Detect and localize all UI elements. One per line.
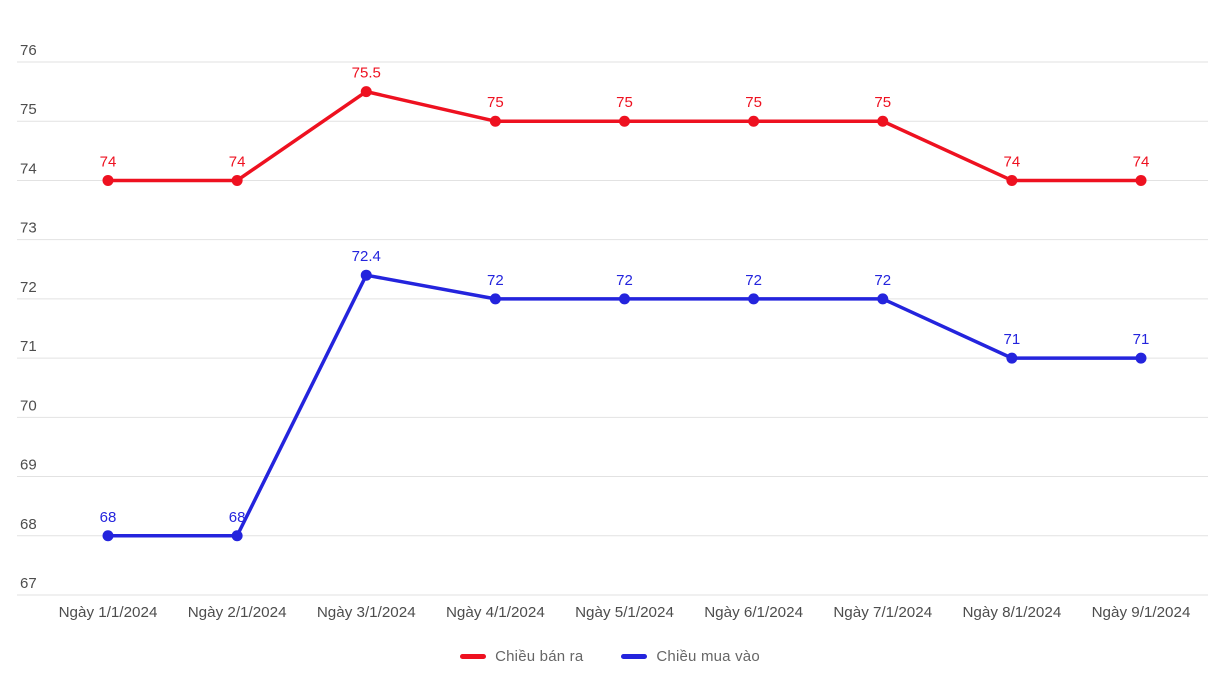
x-axis-label-3: Ngày 3/1/2024 bbox=[317, 604, 416, 621]
data-point-s0-2[interactable] bbox=[231, 174, 243, 186]
data-label-s0-6: 75 bbox=[745, 94, 762, 111]
x-axis-label-6: Ngày 6/1/2024 bbox=[704, 604, 803, 621]
data-label-s0-4: 75 bbox=[487, 94, 504, 111]
legend-swatch-red bbox=[460, 654, 487, 659]
legend-swatch-blue bbox=[621, 654, 648, 659]
data-label-s0-7: 75 bbox=[874, 94, 891, 111]
legend-label-chieu-mua-vao: Chiều mua vào bbox=[656, 648, 760, 665]
data-point-s0-5[interactable] bbox=[619, 115, 630, 127]
y-axis-tick-70: 70 bbox=[20, 397, 37, 414]
data-label-s0-1: 74 bbox=[100, 153, 117, 170]
x-axis-label-7: Ngày 7/1/2024 bbox=[833, 604, 932, 621]
x-axis-label-8: Ngày 8/1/2024 bbox=[962, 604, 1061, 621]
data-point-s0-3[interactable] bbox=[360, 86, 372, 98]
data-point-s1-2[interactable] bbox=[231, 530, 243, 542]
data-label-s1-3: 72.4 bbox=[352, 248, 381, 265]
data-label-s1-9: 71 bbox=[1133, 331, 1150, 348]
y-axis-tick-71: 71 bbox=[20, 338, 37, 355]
x-axis-label-4: Ngày 4/1/2024 bbox=[446, 604, 545, 621]
legend-item-chieu-mua-vao[interactable]: Chiều mua vào bbox=[621, 648, 760, 665]
data-label-s1-8: 71 bbox=[1004, 331, 1021, 348]
data-point-s1-4[interactable] bbox=[489, 293, 501, 305]
data-point-s1-3[interactable] bbox=[360, 269, 372, 281]
price-line-chart: 76 75 74 73 72 71 70 69 68 67 Ngày 1/1/2024 Ngày 2/… bbox=[17, 42, 1208, 621]
data-label-s1-6: 72 bbox=[745, 272, 762, 289]
y-axis-tick-73: 73 bbox=[20, 220, 37, 237]
data-label-s1-4: 72 bbox=[487, 272, 504, 289]
y-axis-tick-72: 72 bbox=[20, 279, 37, 296]
data-point-s1-9[interactable] bbox=[1135, 352, 1147, 364]
data-label-s1-7: 72 bbox=[874, 272, 891, 289]
data-label-s1-5: 72 bbox=[616, 272, 633, 289]
y-axis-tick-68: 68 bbox=[20, 516, 37, 533]
x-axis-label-5: Ngày 5/1/2024 bbox=[575, 604, 674, 621]
data-point-s0-4[interactable] bbox=[489, 115, 501, 127]
data-point-s0-8[interactable] bbox=[1006, 174, 1018, 186]
chart-legend: Chiều bán ra Chiều mua vào bbox=[0, 648, 1220, 665]
y-axis-tick-67: 67 bbox=[20, 575, 37, 592]
data-point-s0-9[interactable] bbox=[1135, 174, 1147, 186]
legend-item-chieu-ban-ra[interactable]: Chiều bán ra bbox=[460, 648, 583, 665]
series-line-1 bbox=[106, 273, 1143, 538]
data-label-s1-2: 68 bbox=[229, 509, 246, 526]
data-label-s0-9: 74 bbox=[1133, 153, 1150, 170]
data-point-s0-1[interactable] bbox=[102, 174, 114, 186]
data-label-s0-5: 75 bbox=[616, 94, 633, 111]
data-point-s1-1[interactable] bbox=[102, 530, 114, 542]
y-axis-tick-69: 69 bbox=[20, 457, 37, 474]
y-axis-tick-76: 76 bbox=[20, 42, 37, 59]
data-label-s0-3: 75.5 bbox=[352, 65, 381, 82]
data-point-s1-6[interactable] bbox=[748, 293, 760, 305]
data-label-s1-1: 68 bbox=[100, 509, 117, 526]
x-axis-label-9: Ngày 9/1/2024 bbox=[1092, 604, 1191, 621]
legend-label-chieu-ban-ra: Chiều bán ra bbox=[495, 648, 584, 665]
x-axis-label-1: Ngày 1/1/2024 bbox=[59, 604, 158, 621]
data-point-s0-7[interactable] bbox=[877, 115, 889, 127]
y-axis-tick-75: 75 bbox=[20, 101, 37, 118]
data-point-s1-8[interactable] bbox=[1006, 352, 1018, 364]
y-axis-tick-74: 74 bbox=[20, 160, 37, 177]
data-point-s1-5[interactable] bbox=[619, 293, 630, 305]
data-label-s0-8: 74 bbox=[1004, 153, 1021, 170]
data-label-s0-2: 74 bbox=[229, 153, 246, 170]
data-point-s1-7[interactable] bbox=[877, 293, 889, 305]
data-point-s0-6[interactable] bbox=[748, 115, 760, 127]
x-axis-label-2: Ngày 2/1/2024 bbox=[188, 604, 287, 621]
